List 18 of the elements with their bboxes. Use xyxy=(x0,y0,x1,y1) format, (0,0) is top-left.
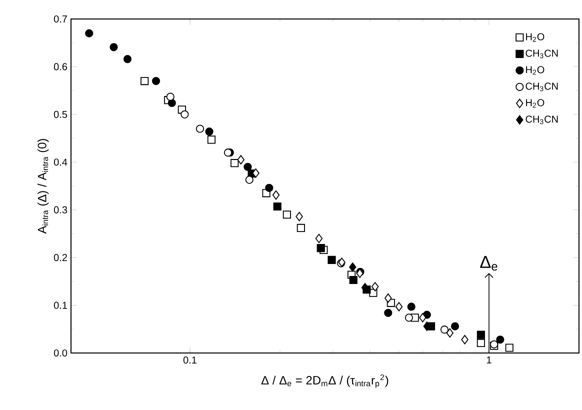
text: Δ / Δ$_{e}$ = 2D$_{m}$Δ / (τ$_{intra}$r$_{p}$$^{2}$) xyxy=(261,374,388,388)
legend-label: CH$_{3}$CN xyxy=(526,116,558,124)
legend-label: H$_{2}$O xyxy=(526,33,544,42)
legend-label: CH$_{3}$CN xyxy=(526,50,558,58)
ref-line-label: Δ$_{e}$ xyxy=(480,256,498,271)
legend-label: H$_{2}$O xyxy=(526,99,544,108)
y-tick-label: 0.4 xyxy=(54,158,68,166)
y-tick-label: 0.2 xyxy=(54,254,67,262)
y-tick-label: 0.7 xyxy=(54,15,67,23)
y-tick-label: 0.5 xyxy=(54,110,68,118)
legend-label: H$_{2}$O xyxy=(526,66,544,75)
y-tick-label: 0.3 xyxy=(54,206,68,214)
y-tick-label: 0.1 xyxy=(54,302,67,309)
y-tick-label: 0.6 xyxy=(54,63,68,70)
y-tick-label: 0.0 xyxy=(54,349,68,357)
legend-label: CH$_{3}$CN xyxy=(526,82,558,92)
x-tick-label: 1 xyxy=(486,356,492,364)
y-axis-title: A$_{intra}$ (Δ) / A$_{intra}$ (0) xyxy=(38,139,49,234)
